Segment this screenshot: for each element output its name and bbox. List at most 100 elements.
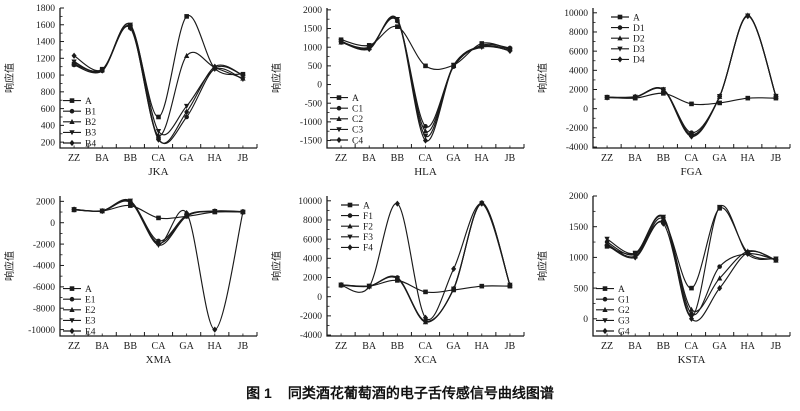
svg-text:1500: 1500 — [303, 25, 322, 35]
svg-text:D2: D2 — [633, 35, 645, 45]
figure-number: 图 1 — [246, 385, 272, 401]
svg-text:HA: HA — [741, 341, 756, 352]
svg-text:JB: JB — [238, 153, 249, 164]
svg-text:8000: 8000 — [303, 216, 322, 226]
svg-text:500: 500 — [307, 62, 322, 72]
svg-text:响应值: 响应值 — [270, 251, 283, 281]
svg-text:HA: HA — [474, 341, 489, 352]
svg-text:G2: G2 — [618, 306, 630, 316]
svg-text:0: 0 — [584, 315, 589, 325]
svg-text:HA: HA — [208, 341, 223, 352]
svg-text:BB: BB — [124, 153, 138, 164]
svg-text:1400: 1400 — [36, 38, 55, 48]
svg-text:0: 0 — [50, 219, 55, 229]
svg-text:D4: D4 — [633, 56, 645, 66]
svg-text:A: A — [363, 201, 370, 211]
svg-text:XCA: XCA — [414, 354, 437, 366]
chart-jka: 200 400 600 800 1000 1200 1400 1600 1800 ZZ BA BB CA… — [3, 4, 258, 178]
svg-text:响应值: 响应值 — [536, 63, 549, 93]
svg-text:响应值: 响应值 — [536, 251, 549, 281]
svg-text:500: 500 — [574, 284, 589, 294]
svg-text:A: A — [85, 285, 92, 295]
svg-text:-4000: -4000 — [299, 331, 321, 341]
svg-text:10000: 10000 — [298, 197, 322, 207]
svg-text:0: 0 — [317, 81, 322, 91]
svg-text:1600: 1600 — [36, 21, 55, 31]
svg-text:B4: B4 — [85, 139, 96, 149]
svg-text:10000: 10000 — [565, 9, 589, 19]
svg-text:1000: 1000 — [569, 254, 588, 264]
svg-text:BB: BB — [657, 341, 671, 352]
svg-text:1000: 1000 — [303, 43, 322, 53]
svg-text:CA: CA — [418, 153, 433, 164]
svg-text:BA: BA — [95, 341, 110, 352]
svg-text:E1: E1 — [85, 296, 96, 306]
chart-panel-fga: -4000 -2000 0 2000 4000 6000 8000 10000 ZZ BA BB CA… — [533, 0, 799, 188]
svg-text:JB: JB — [771, 153, 782, 164]
svg-text:ZZ: ZZ — [68, 153, 80, 164]
svg-text:E2: E2 — [85, 306, 96, 316]
svg-text:ZZ: ZZ — [335, 341, 347, 352]
svg-text:GA: GA — [179, 153, 194, 164]
svg-text:B2: B2 — [85, 118, 96, 128]
svg-text:G1: G1 — [618, 296, 630, 306]
svg-text:-4000: -4000 — [566, 143, 588, 153]
svg-text:CA: CA — [152, 341, 167, 352]
svg-text:0: 0 — [584, 105, 589, 115]
figure-caption-text: 同类酒花葡萄酒的电子舌传感信号曲线图谱 — [287, 385, 554, 401]
svg-text:ZZ: ZZ — [68, 341, 80, 352]
svg-text:E4: E4 — [85, 327, 96, 337]
chart-panel-xca: -4000 -2000 0 2000 4000 6000 8000 10000 ZZ BA BB CA… — [267, 188, 533, 376]
svg-text:CA: CA — [685, 341, 700, 352]
svg-text:响应值: 响应值 — [3, 251, 16, 281]
svg-text:JB: JB — [771, 341, 782, 352]
svg-text:ZZ: ZZ — [601, 153, 613, 164]
svg-text:F1: F1 — [363, 212, 373, 222]
figure-caption: 图 1 同类酒花葡萄酒的电子舌传感信号曲线图谱 — [0, 376, 800, 410]
svg-text:F3: F3 — [363, 233, 373, 243]
svg-text:JB: JB — [238, 341, 249, 352]
svg-text:400: 400 — [41, 122, 56, 132]
svg-text:BB: BB — [124, 341, 138, 352]
svg-text:A: A — [633, 13, 640, 23]
svg-text:JB: JB — [504, 341, 515, 352]
svg-text:2000: 2000 — [303, 274, 322, 284]
svg-text:2000: 2000 — [303, 6, 322, 16]
chart-panel-jka: 200 400 600 800 1000 1200 1400 1600 1800 ZZ BA BB CA… — [0, 0, 266, 188]
svg-text:B3: B3 — [85, 129, 96, 139]
svg-text:KSTA: KSTA — [678, 354, 706, 366]
svg-text:HA: HA — [208, 153, 223, 164]
svg-text:BA: BA — [362, 341, 377, 352]
svg-text:CA: CA — [685, 153, 700, 164]
svg-text:GA: GA — [446, 153, 461, 164]
svg-text:8000: 8000 — [569, 28, 588, 38]
svg-text:4000: 4000 — [303, 255, 322, 265]
chart-grid: 200 400 600 800 1000 1200 1400 1600 1800 ZZ BA BB CA… — [0, 0, 799, 376]
chart-xma: -10000 -8000 -6000 -4000 -2000 0 2000 ZZ BA BB CA G… — [3, 196, 258, 366]
svg-text:GA: GA — [713, 153, 728, 164]
svg-text:2000: 2000 — [36, 198, 55, 208]
chart-panel-ksta: 0 500 1000 1500 2000 ZZ BA BB CA GA HA JB KSTA 响应值 A G1… — [533, 188, 799, 376]
svg-text:D3: D3 — [633, 45, 645, 55]
svg-text:2000: 2000 — [569, 86, 588, 96]
svg-text:B1: B1 — [85, 108, 96, 118]
svg-text:-2000: -2000 — [33, 240, 55, 250]
svg-text:GA: GA — [713, 341, 728, 352]
chart-panel-xma: -10000 -8000 -6000 -4000 -2000 0 2000 ZZ BA BB CA G… — [0, 188, 266, 376]
chart-ksta: 0 500 1000 1500 2000 ZZ BA BB CA GA HA JB KSTA 响应值 AG1… — [536, 192, 791, 366]
svg-text:BB: BB — [657, 153, 671, 164]
svg-text:-2000: -2000 — [566, 124, 588, 134]
svg-text:F4: F4 — [363, 244, 373, 254]
svg-text:FGA: FGA — [681, 166, 703, 178]
svg-text:0: 0 — [317, 293, 322, 303]
svg-text:BA: BA — [95, 153, 110, 164]
svg-text:E3: E3 — [85, 317, 96, 327]
svg-text:6000: 6000 — [303, 235, 322, 245]
svg-text:CA: CA — [418, 341, 433, 352]
svg-text:1200: 1200 — [36, 54, 55, 64]
svg-text:A: A — [352, 94, 359, 104]
svg-text:2000: 2000 — [569, 192, 588, 202]
svg-text:CA: CA — [152, 153, 167, 164]
svg-text:BB: BB — [390, 341, 404, 352]
